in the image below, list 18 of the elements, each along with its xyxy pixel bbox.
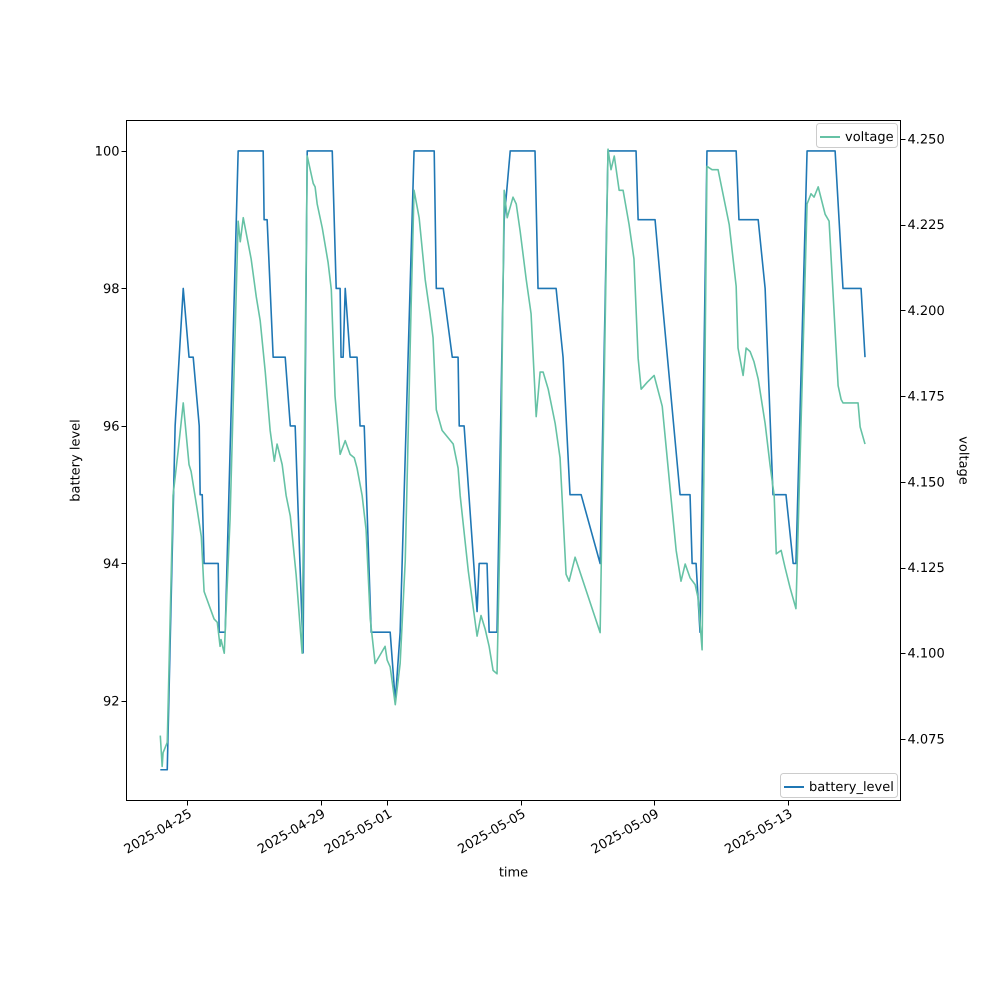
x-axis-title: time xyxy=(498,866,528,881)
y-tick-label: 96 xyxy=(102,419,120,434)
y2-tick-label: 4.250 xyxy=(908,132,945,148)
y-tick-label: 92 xyxy=(102,694,120,710)
y2-tick-label: 4.100 xyxy=(908,646,945,662)
y2-tick-label: 4.225 xyxy=(908,218,945,234)
y2-tick-label: 4.150 xyxy=(908,475,945,490)
y-tick-label: 100 xyxy=(94,144,120,160)
y-tick-label: 94 xyxy=(102,556,120,572)
legend-label: battery_level xyxy=(809,780,894,795)
y2-tick-label: 4.075 xyxy=(908,732,945,748)
y2-tick-label: 4.125 xyxy=(908,561,945,576)
y-axis-title: battery level xyxy=(68,419,84,502)
y2-axis-title: voltage xyxy=(956,436,971,485)
legend-label: voltage xyxy=(845,130,894,145)
y2-tick-label: 4.200 xyxy=(908,304,945,319)
y-tick-label: 98 xyxy=(102,282,120,297)
y2-tick-label: 4.175 xyxy=(908,390,945,405)
